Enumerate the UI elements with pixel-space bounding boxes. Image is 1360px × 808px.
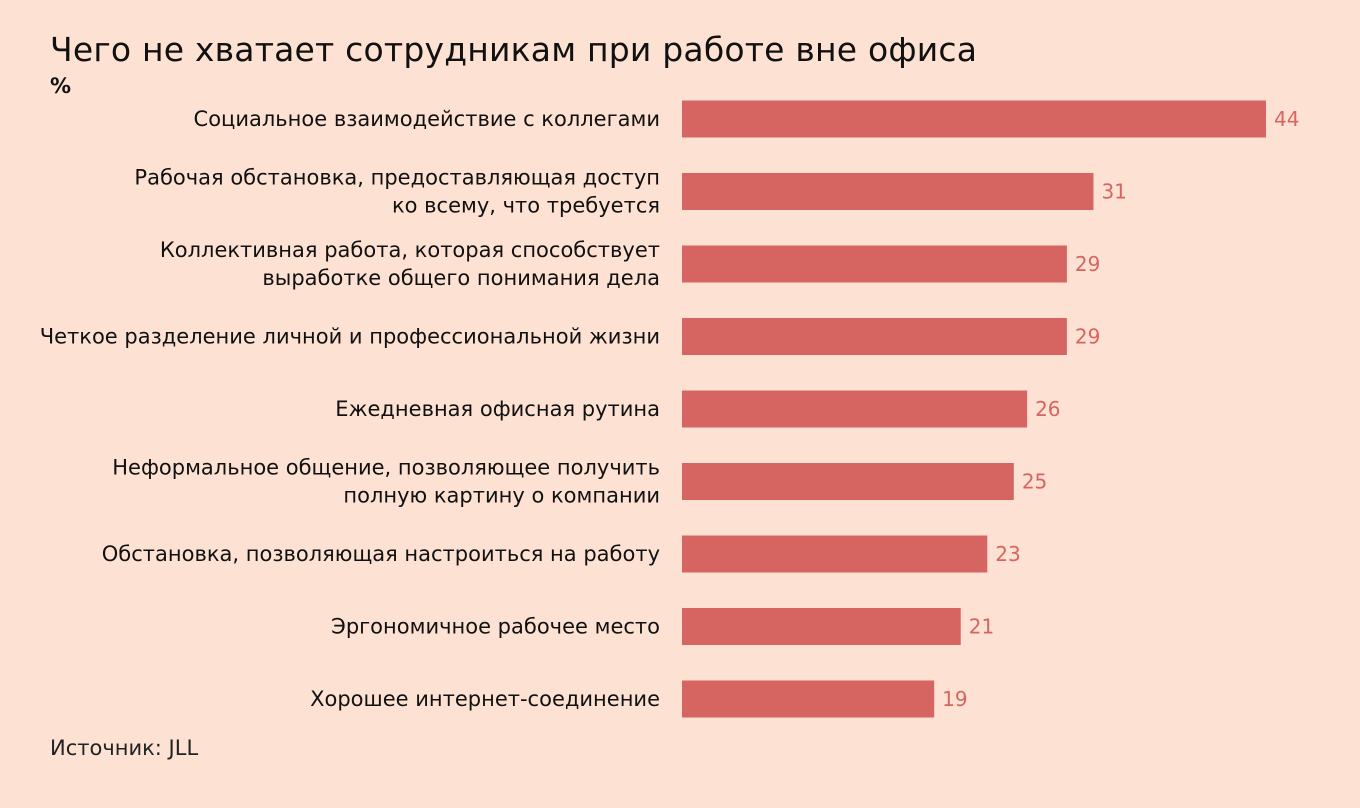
- value-label-4: 29: [1075, 325, 1100, 349]
- bar-8: [682, 608, 961, 645]
- category-label-6-line-2: полную картину о компании: [343, 484, 660, 508]
- bar-5: [682, 390, 1028, 428]
- value-label-3: 29: [1075, 252, 1100, 276]
- source-note: Источник: JLL: [50, 736, 199, 760]
- bar-7: [682, 535, 988, 573]
- bar-1: [682, 100, 1266, 138]
- category-label-2-line-1: Рабочая обстановка, предоставляющая дост…: [134, 166, 660, 190]
- category-label-3-line-2: выработке общего понимания дела: [262, 266, 660, 290]
- bar-2: [682, 173, 1094, 210]
- value-label-6: 25: [1022, 470, 1047, 494]
- category-labels-group: Социальное взаимодействие с коллегами Раб…: [40, 107, 660, 711]
- category-label-9: Хорошее интернет-соединение: [310, 687, 660, 711]
- value-label-9: 19: [942, 687, 967, 711]
- bar-9: [682, 680, 935, 718]
- value-label-8: 21: [969, 615, 994, 639]
- category-label-7: Обстановка, позволяющая настроиться на р…: [102, 542, 660, 566]
- category-label-4: Четкое разделение личной и профессиональ…: [40, 325, 660, 349]
- category-label-6-line-1: Неформальное общение, позволяющее получи…: [112, 456, 660, 480]
- bars-group: [682, 100, 1266, 718]
- value-label-7: 23: [995, 542, 1020, 566]
- bar-3: [682, 245, 1067, 283]
- bar-6: [682, 463, 1014, 500]
- category-label-2-line-2: ко всему, что требуется: [392, 194, 660, 218]
- category-label-8: Эргономичное рабочее место: [331, 615, 660, 639]
- category-label-3-line-1: Коллективная работа, которая способствуе…: [160, 238, 660, 262]
- unit-label: %: [50, 74, 72, 98]
- bar-4: [682, 318, 1067, 355]
- chart-title: Чего не хватает сотрудникам при работе в…: [50, 30, 978, 69]
- value-label-5: 26: [1035, 397, 1060, 421]
- category-label-1: Социальное взаимодействие с коллегами: [194, 107, 660, 131]
- category-label-5: Ежедневная офисная рутина: [335, 397, 660, 421]
- value-labels-group: 44 31 29 29 26 25 23 21 19: [942, 107, 1299, 711]
- value-label-2: 31: [1101, 180, 1126, 204]
- value-label-1: 44: [1274, 107, 1299, 131]
